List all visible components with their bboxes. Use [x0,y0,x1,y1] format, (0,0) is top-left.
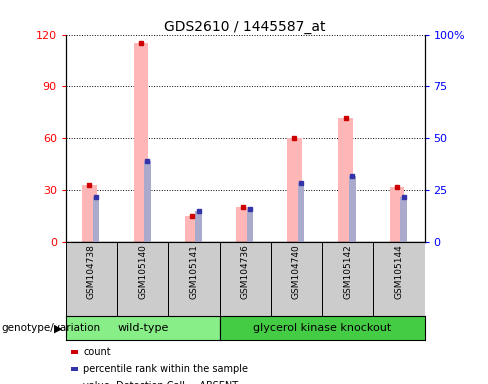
Text: GSM104736: GSM104736 [241,244,250,299]
Bar [134,43,148,242]
Bar [117,242,168,316]
Bar [144,161,151,242]
Bar [271,242,322,316]
Bar [93,197,100,242]
Bar [373,242,425,316]
Text: GSM104738: GSM104738 [87,244,96,299]
Bar [185,216,199,242]
Text: count: count [83,347,111,357]
Text: glycerol kinase knockout: glycerol kinase knockout [253,323,391,333]
Bar [195,211,202,242]
Bar [220,242,271,316]
Bar [390,187,404,242]
Bar [287,138,302,242]
Bar [349,176,356,242]
Bar [236,207,250,242]
Title: GDS2610 / 1445587_at: GDS2610 / 1445587_at [164,20,326,33]
Bar [82,185,97,242]
Text: genotype/variation: genotype/variation [1,323,100,333]
Text: wild-type: wild-type [117,323,168,333]
Bar [322,242,373,316]
Text: value, Detection Call = ABSENT: value, Detection Call = ABSENT [83,381,238,384]
Text: percentile rank within the sample: percentile rank within the sample [83,364,248,374]
Text: GSM105141: GSM105141 [189,244,199,299]
Bar [298,183,305,242]
Text: GSM104740: GSM104740 [292,244,301,298]
Text: GSM105144: GSM105144 [394,244,404,298]
Bar [400,197,407,242]
Text: GSM105142: GSM105142 [343,244,352,298]
Text: ▶: ▶ [54,323,62,333]
Bar [246,209,253,242]
Bar [168,242,220,316]
Bar [339,118,353,242]
Text: GSM105140: GSM105140 [138,244,147,299]
Bar [66,242,117,316]
